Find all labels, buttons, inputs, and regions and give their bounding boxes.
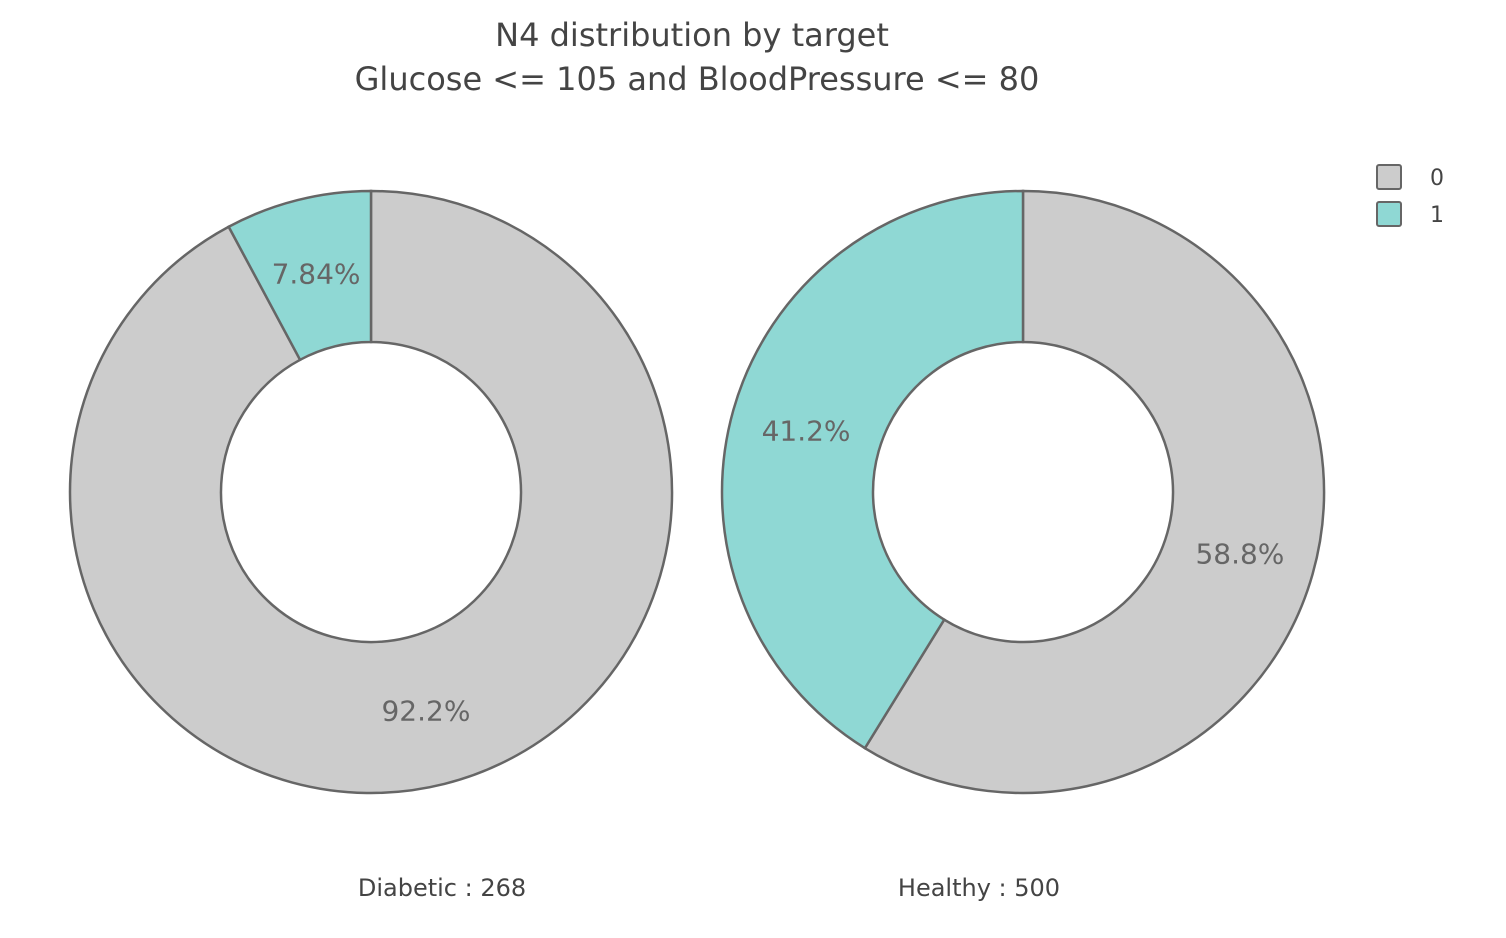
legend-swatch-1 (1376, 201, 1402, 227)
pie-0-slice-1[interactable] (227, 189, 373, 362)
pie-1-slice-0[interactable] (863, 189, 1326, 795)
pie-0-slice-0-label: 92.2% (381, 695, 470, 728)
pie-label-healthy: Healthy : 500 (898, 874, 1060, 902)
legend: 0 1 (1376, 164, 1444, 228)
legend-label-0: 0 (1430, 166, 1444, 191)
pie-label-diabetic: Diabetic : 268 (358, 874, 526, 902)
pie-1-slice-1-label: 41.2% (762, 414, 851, 447)
legend-label-1: 1 (1430, 203, 1444, 228)
pie-0-slice-0[interactable] (68, 189, 674, 795)
chart-title: N4 distribution by target (495, 16, 889, 54)
chart-subtitle: Glucose <= 105 and BloodPressure <= 80 (355, 60, 1040, 98)
pie-0-slice-1-label: 7.84% (272, 257, 361, 290)
legend-swatch-0 (1376, 164, 1402, 190)
pies-group: 92.2% 7.84% 58.8% 41.2% (68, 189, 1326, 795)
legend-item-1[interactable]: 1 (1376, 201, 1444, 228)
pie-1-slice-0-label: 58.8% (1195, 538, 1284, 571)
legend-item-0[interactable]: 0 (1376, 164, 1444, 191)
pie-1-slice-1[interactable] (720, 189, 1025, 750)
